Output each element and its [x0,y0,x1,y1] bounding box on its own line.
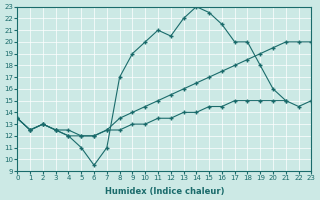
X-axis label: Humidex (Indice chaleur): Humidex (Indice chaleur) [105,187,224,196]
